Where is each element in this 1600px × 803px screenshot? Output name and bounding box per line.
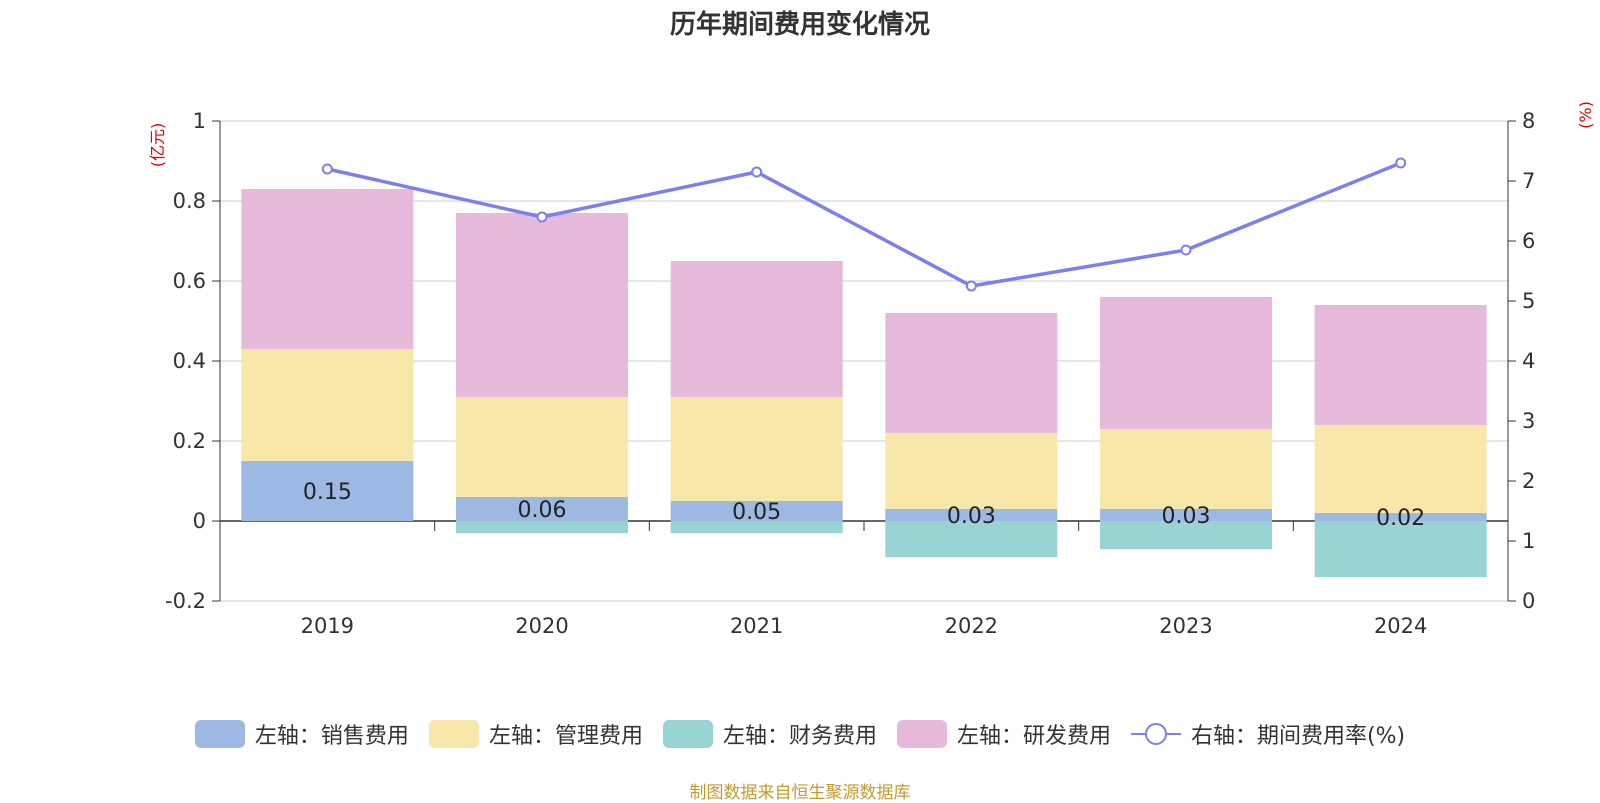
legend-item-rate[interactable]: 右轴：期间费用率(%)	[1130, 718, 1406, 750]
left-axis-tick-label: 0.4	[173, 349, 206, 373]
right-axis-tick-label: 0	[1522, 589, 1535, 613]
legend-swatch-rd	[896, 720, 947, 748]
x-axis-label: 2020	[515, 614, 568, 638]
data-source-note: 制图数据来自恒生聚源数据库	[689, 783, 911, 803]
bar-admin	[885, 433, 1058, 509]
bar-finance	[456, 521, 628, 533]
x-axis-label: 2024	[1374, 614, 1427, 638]
left-axis-tick-label: -0.2	[165, 589, 206, 613]
bar-sales-data-label: 0.02	[1376, 506, 1425, 531]
bar-sales	[885, 509, 1058, 521]
rate-point	[965, 280, 977, 292]
right-axis-tick-label: 1	[1522, 529, 1535, 553]
left-axis-tick-label: 1	[193, 109, 206, 133]
bar-rd	[670, 261, 843, 397]
rate-point	[321, 163, 333, 175]
bar-sales-data-label: 0.15	[303, 480, 352, 505]
right-axis-tick-label: 4	[1522, 349, 1535, 373]
legend-item-finance[interactable]: 左轴：财务费用	[662, 718, 877, 750]
x-axis-label: 2022	[945, 614, 998, 638]
bar-finance	[670, 521, 843, 533]
rate-point	[536, 211, 548, 223]
bar-sales-data-label: 0.03	[947, 504, 996, 529]
legend-label-finance: 左轴：财务费用	[722, 724, 877, 749]
bar-sales	[1314, 513, 1487, 521]
chart-area: -0.2 0 0.2 0.4 0.6 0.8 1 0 1 2 3 4 5 6 7 8 (亿元) (%) 2019 20…	[148, 101, 1595, 638]
bar-finance	[1314, 521, 1487, 577]
bar-admin	[241, 349, 414, 461]
legend-label-rate: 右轴：期间费用率(%)	[1190, 724, 1406, 749]
x-axis-label: 2023	[1159, 614, 1212, 638]
right-axis-tick-label: 3	[1522, 409, 1535, 433]
legend: 左轴：销售费用 左轴：管理费用 左轴：财务费用 左轴：研发费用 右轴：期间费用率…	[0, 718, 1600, 750]
bar-rd	[1314, 305, 1487, 425]
left-axis-tick-label: 0.2	[173, 429, 206, 453]
bar-finance	[1100, 521, 1272, 549]
x-axis-label: 2021	[730, 614, 783, 638]
legend-swatch-rate	[1130, 720, 1181, 748]
right-axis-tick-label: 7	[1522, 169, 1535, 193]
left-axis-tick-label: 0.6	[173, 269, 206, 293]
bar-rd	[241, 189, 414, 349]
legend-item-sales[interactable]: 左轴：销售费用	[194, 718, 409, 750]
right-axis-unit: (%)	[1576, 101, 1595, 129]
bar-rd	[1100, 297, 1272, 429]
legend-label-sales: 左轴：销售费用	[254, 724, 409, 749]
rate-point	[1180, 244, 1192, 256]
legend-label-admin: 左轴：管理费用	[488, 724, 643, 749]
left-axis-unit: (亿元)	[148, 123, 167, 168]
bar-sales-data-label: 0.05	[732, 500, 781, 525]
bar-sales	[241, 461, 414, 521]
bar-sales-data-label: 0.06	[518, 498, 567, 523]
bar-admin	[670, 397, 843, 501]
bar-sales	[1100, 509, 1272, 521]
bar-sales	[670, 501, 843, 521]
legend-item-rd[interactable]: 左轴：研发费用	[896, 718, 1111, 750]
legend-label-rd: 左轴：研发费用	[956, 724, 1111, 749]
left-axis-tick-label: 0.8	[173, 189, 206, 213]
bar-rd	[885, 313, 1058, 433]
chart-title: 历年期间费用变化情况	[669, 10, 930, 40]
bar-admin	[1100, 429, 1272, 509]
legend-item-admin[interactable]: 左轴：管理费用	[428, 718, 643, 750]
legend-swatch-sales	[194, 720, 245, 748]
rate-point	[751, 166, 763, 178]
right-axis-tick-label: 6	[1522, 229, 1535, 253]
bar-rd	[456, 213, 628, 397]
legend-swatch-admin	[428, 720, 479, 748]
bar-admin	[456, 397, 628, 497]
bar-sales	[456, 497, 628, 521]
right-axis-tick-label: 8	[1522, 109, 1535, 133]
left-axis-tick-label: 0	[193, 509, 206, 533]
bar-sales-data-label: 0.03	[1162, 504, 1211, 529]
legend-swatch-finance	[662, 720, 713, 748]
rate-point	[1395, 157, 1407, 169]
bar-admin	[1314, 425, 1487, 513]
right-axis-tick-label: 2	[1522, 469, 1535, 493]
right-axis-tick-label: 5	[1522, 289, 1535, 313]
rate-line	[326, 161, 1402, 288]
bar-finance	[885, 521, 1058, 557]
x-axis-label: 2019	[301, 614, 354, 638]
